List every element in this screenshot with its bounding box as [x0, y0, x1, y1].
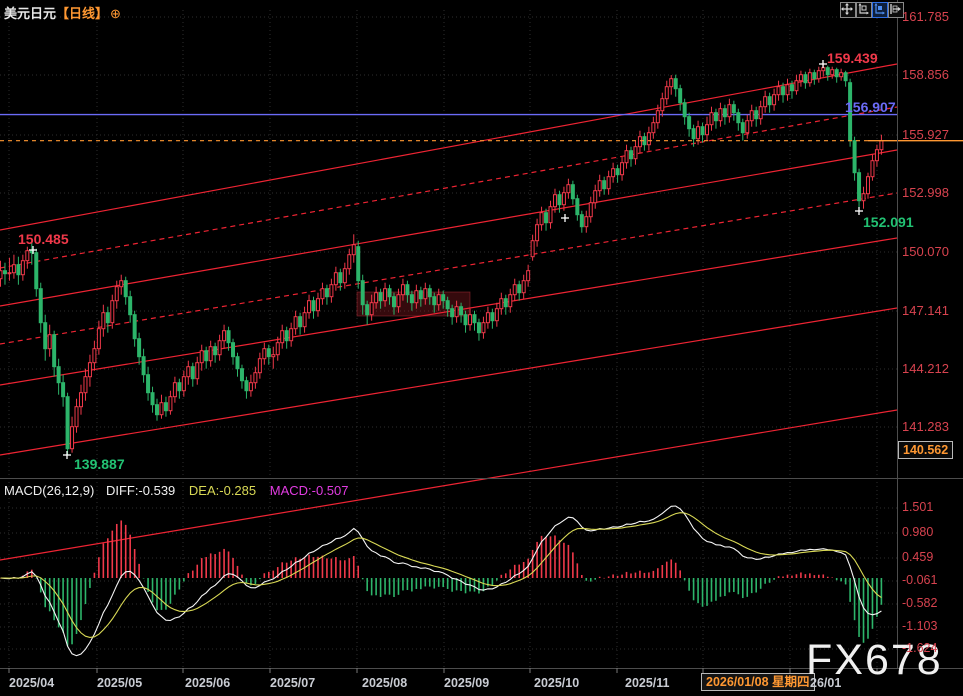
x-axis-month-label: 26/01: [810, 676, 841, 690]
x-axis-month-label: 2025/10: [534, 676, 579, 690]
macd-axis-tick: 0.980: [902, 525, 933, 539]
symbol-name: 美元日元: [4, 6, 56, 21]
macd-axis-tick: 0.459: [902, 550, 933, 564]
axis-scale-icon[interactable]: [856, 2, 872, 18]
price-macd-chart[interactable]: [0, 0, 963, 696]
x-axis-month-label: 2025/09: [444, 676, 489, 690]
price-axis-tick: 161.785: [902, 9, 949, 24]
price-axis-tick: 155.927: [902, 127, 949, 142]
price-axis-tick: 158.856: [902, 67, 949, 82]
x-axis-month-label: 2025/06: [185, 676, 230, 690]
macd-header: MACD(26,12,9) DIFF:-0.539 DEA:-0.285 MAC…: [4, 483, 349, 498]
macd-axis-tick: -0.582: [902, 596, 937, 610]
chart-title: 美元日元【日线】⊕: [4, 3, 121, 22]
axis-scale-active-icon[interactable]: [872, 2, 888, 18]
x-axis-month-label: 2025/08: [362, 676, 407, 690]
price-axis-tick: 150.070: [902, 244, 949, 259]
chart-window: 美元日元【日线】⊕ MACD(26,12,9) DIFF:-: [0, 0, 963, 696]
macd-axis-tick: -0.061: [902, 573, 937, 587]
crosshair-date-readout: 2026/01/08 星期四: [701, 673, 815, 691]
macd-axis-tick: 1.501: [902, 500, 933, 514]
horizontal-line-price-label: 156.907: [845, 99, 896, 115]
x-axis-month-label: 2025/04: [9, 676, 54, 690]
macd-axis-tick: -1.624: [902, 641, 937, 655]
recent-low-price-label: 152.091: [863, 214, 914, 230]
macd-axis-tick: -1.103: [902, 619, 937, 633]
macd-dea-value: DEA:-0.285: [189, 483, 256, 498]
macd-params: MACD(26,12,9): [4, 483, 94, 498]
price-axis-tick: 141.283: [902, 419, 949, 434]
x-axis-month-label: 2025/07: [270, 676, 315, 690]
price-axis-tick: 147.141: [902, 303, 949, 318]
macd-macd-value: MACD:-0.507: [270, 483, 349, 498]
high-price-label: 159.439: [827, 50, 878, 66]
price-axis-tick: 144.212: [902, 361, 949, 376]
april-high-price-label: 150.485: [18, 231, 69, 247]
x-axis-month-label: 2025/05: [97, 676, 142, 690]
april-low-price-label: 139.887: [74, 456, 125, 472]
pan-cross-icon[interactable]: [840, 2, 856, 18]
timeframe-label: 【日线】: [56, 6, 108, 21]
macd-diff-value: DIFF:-0.539: [106, 483, 175, 498]
crosshair-price-readout: 140.562: [898, 441, 953, 459]
add-indicator-icon[interactable]: ⊕: [110, 6, 121, 21]
x-axis-month-label: 2025/11: [625, 676, 670, 690]
price-axis-tick: 152.998: [902, 185, 949, 200]
